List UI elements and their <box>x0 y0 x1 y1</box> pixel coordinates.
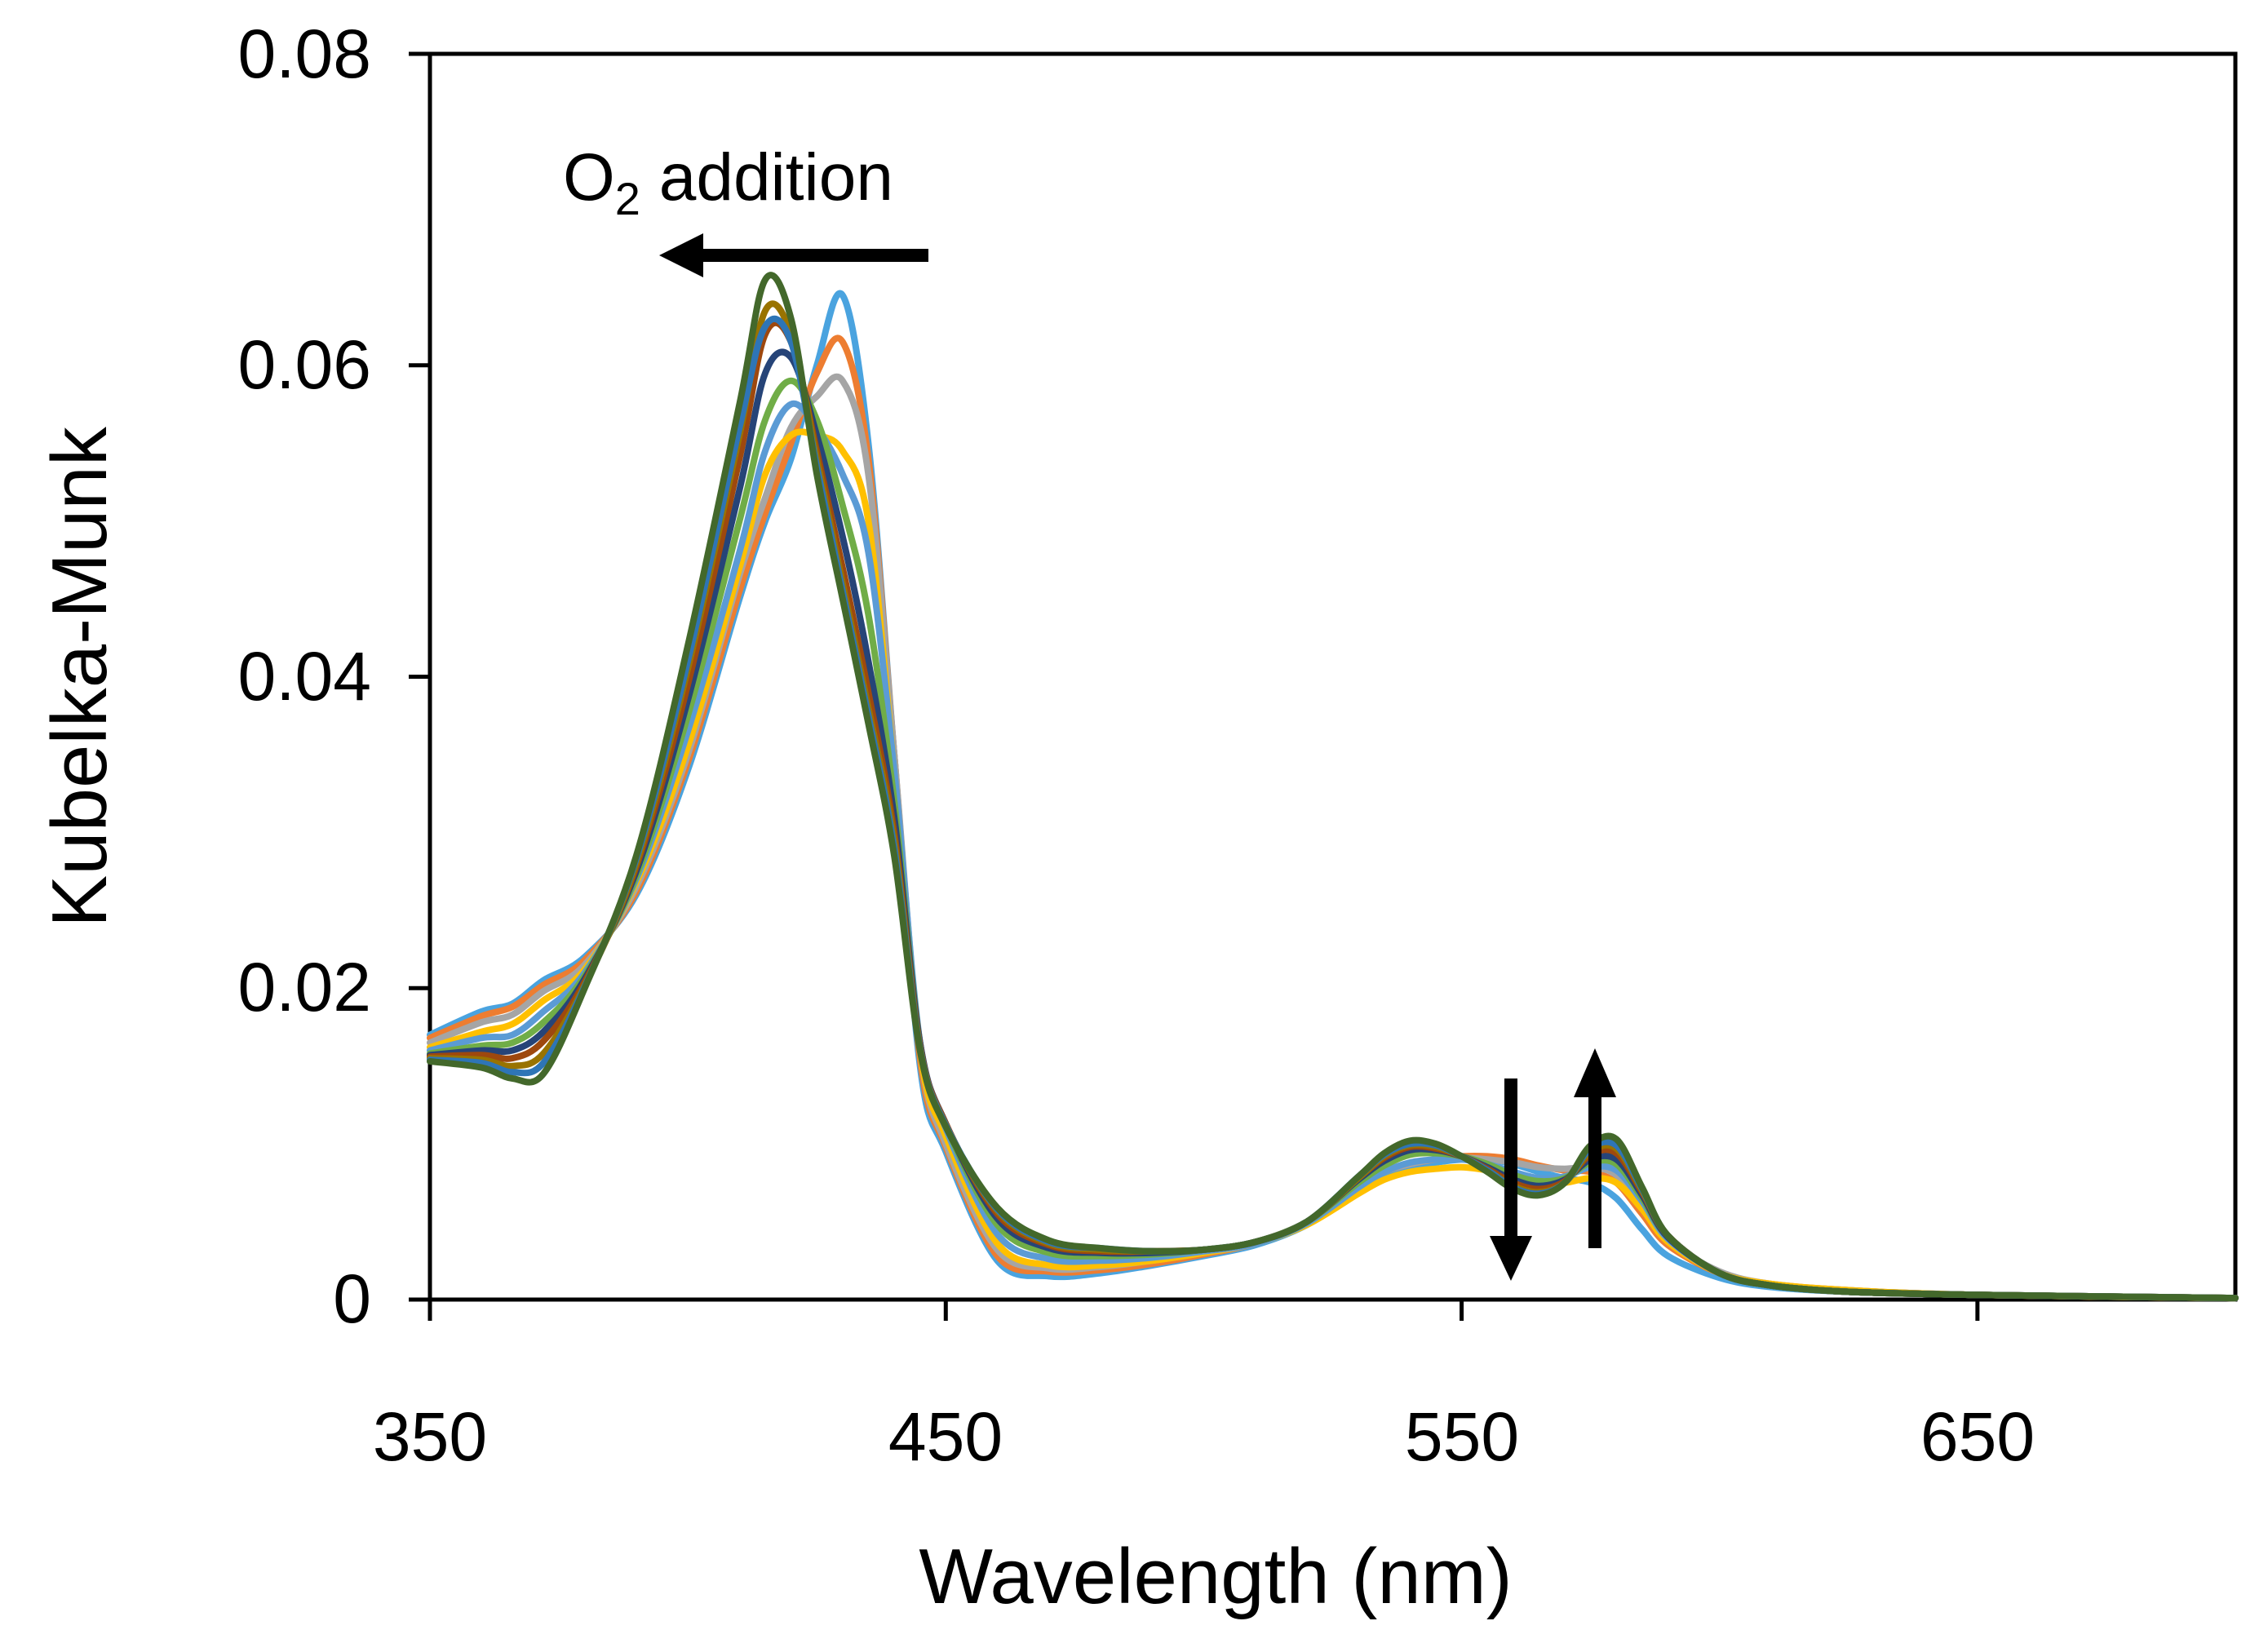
y-axis-title: Kubelka-Munk <box>36 426 123 928</box>
series-line-8 <box>427 319 2239 1302</box>
series-line-10 <box>427 315 2239 1302</box>
series-group <box>427 272 2239 1302</box>
y-tick-label-2: 0.04 <box>238 638 372 715</box>
o2-addition-label: O2 addition <box>563 140 893 224</box>
y-tick-label-0: 0 <box>333 1260 371 1337</box>
y-tick-label-1: 0.02 <box>238 949 372 1025</box>
series-line-1 <box>427 290 2239 1302</box>
o2-prefix: O <box>563 140 615 215</box>
x-tick-label-1: 450 <box>888 1398 1003 1475</box>
series-line-6 <box>427 377 2239 1302</box>
x-tick-label-2: 550 <box>1405 1398 1519 1475</box>
y-tick-label-4: 0.08 <box>238 16 372 92</box>
series-line-4 <box>427 428 2239 1302</box>
o2-subscript: 2 <box>615 173 640 224</box>
series-line-11 <box>427 272 2239 1302</box>
x-axis-title: Wavelength (nm) <box>919 1533 1512 1620</box>
series-line-2 <box>427 334 2239 1302</box>
series-line-5 <box>427 400 2239 1302</box>
tick-group <box>409 51 1980 1321</box>
x-tick-label-0: 350 <box>373 1398 487 1475</box>
series-line-3 <box>427 373 2239 1302</box>
down-arrow-icon <box>1490 1078 1532 1281</box>
series-line-7 <box>427 348 2239 1302</box>
y-tick-label-3: 0.06 <box>238 326 372 403</box>
up-arrow-icon <box>1574 1048 1616 1248</box>
left-arrow-icon <box>659 233 928 277</box>
series-line-9 <box>427 300 2239 1302</box>
o2-suffix: addition <box>640 140 893 215</box>
x-tick-label-3: 650 <box>1920 1398 2035 1475</box>
